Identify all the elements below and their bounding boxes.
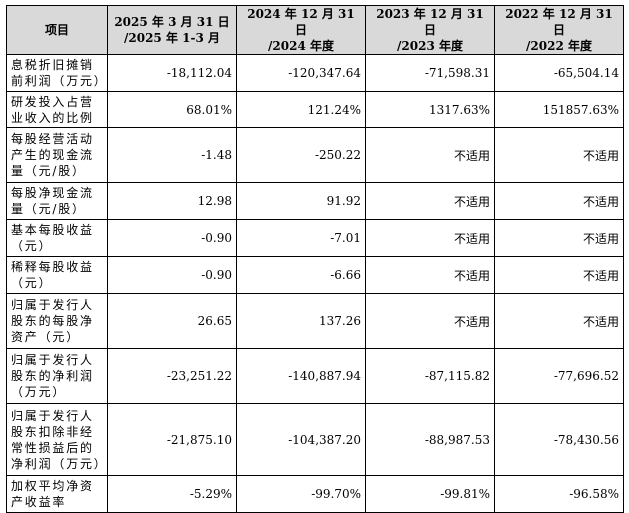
- cell-value: 不适用: [494, 182, 624, 220]
- row-label: 稀释每股收益（元）: [6, 256, 108, 294]
- header-row: 项目 2025 年 3 月 31 日/2025 年 1-3 月 2024 年 1…: [6, 5, 624, 55]
- cell-value: 12.98: [107, 182, 237, 220]
- header-line: /2022 年度: [526, 39, 592, 53]
- table-row: 基本每股收益（元） -0.90 -7.01 不适用 不适用: [6, 219, 624, 257]
- header-2025q1: 2025 年 3 月 31 日/2025 年 1-3 月: [107, 5, 237, 55]
- cell-value: 不适用: [494, 293, 624, 349]
- table-row: 息税折旧摊销前利润（万元） -18,112.04 -120,347.64 -71…: [6, 54, 624, 92]
- cell-value: 不适用: [365, 293, 495, 349]
- header-line: /2024 年度: [268, 39, 334, 53]
- cell-value: 121.24%: [236, 91, 366, 128]
- cell-value: -140,887.94: [236, 348, 366, 404]
- cell-value: -87,115.82: [365, 348, 495, 404]
- table-row: 研发投入占营业收入的比例 68.01% 121.24% 1317.63% 151…: [6, 91, 624, 128]
- cell-value: -5.29%: [107, 475, 237, 513]
- header-line: 2024 年 12 月 31 日: [247, 7, 355, 37]
- table-row: 归属于发行人股东的净利润（万元） -23,251.22 -140,887.94 …: [6, 348, 624, 404]
- cell-value: -77,696.52: [494, 348, 624, 404]
- header-2022: 2022 年 12 月 31 日/2022 年度: [494, 5, 624, 55]
- cell-value: -120,347.64: [236, 54, 366, 92]
- cell-value: -88,987.53: [365, 403, 495, 476]
- table-row: 每股净现金流量（元/股） 12.98 91.92 不适用 不适用: [6, 182, 624, 220]
- cell-value: 不适用: [365, 127, 495, 183]
- cell-value: 151857.63%: [494, 91, 624, 128]
- table-row: 每股经营活动产生的现金流量（元/股） -1.48 -250.22 不适用 不适用: [6, 127, 624, 183]
- cell-value: 不适用: [494, 127, 624, 183]
- cell-value: -78,430.56: [494, 403, 624, 476]
- header-line: 2025 年 3 月 31 日: [114, 15, 230, 29]
- cell-value: -7.01: [236, 219, 366, 257]
- row-label: 息税折旧摊销前利润（万元）: [6, 54, 108, 92]
- cell-value: 1317.63%: [365, 91, 495, 128]
- cell-value: -96.58%: [494, 475, 624, 513]
- header-line: 项目: [44, 23, 69, 37]
- cell-value: -99.81%: [365, 475, 495, 513]
- cell-value: -65,504.14: [494, 54, 624, 92]
- row-label: 归属于发行人股东的净利润（万元）: [6, 348, 108, 404]
- header-line: /2025 年 1-3 月: [124, 31, 220, 45]
- cell-value: -104,387.20: [236, 403, 366, 476]
- cell-value: 不适用: [365, 219, 495, 257]
- cell-value: -21,875.10: [107, 403, 237, 476]
- cell-value: 不适用: [365, 182, 495, 220]
- row-label: 归属于发行人股东的每股净资产（元）: [6, 293, 108, 349]
- row-label: 归属于发行人股东扣除非经常性损益后的净利润（万元）: [6, 403, 108, 476]
- row-label: 研发投入占营业收入的比例: [6, 91, 108, 128]
- table-row: 加权平均净资产收益率 -5.29% -99.70% -99.81% -96.58…: [6, 475, 624, 513]
- cell-value: 26.65: [107, 293, 237, 349]
- cell-value: -0.90: [107, 219, 237, 257]
- financial-indicators-table: 项目 2025 年 3 月 31 日/2025 年 1-3 月 2024 年 1…: [6, 5, 624, 513]
- cell-value: 不适用: [365, 256, 495, 294]
- header-line: 2023 年 12 月 31 日: [376, 7, 484, 37]
- row-label: 基本每股收益（元）: [6, 219, 108, 257]
- cell-value: -99.70%: [236, 475, 366, 513]
- cell-value: -250.22: [236, 127, 366, 183]
- row-label: 每股净现金流量（元/股）: [6, 182, 108, 220]
- cell-value: 不适用: [494, 219, 624, 257]
- header-2024: 2024 年 12 月 31 日/2024 年度: [236, 5, 366, 55]
- header-item: 项目: [6, 5, 108, 55]
- cell-value: -23,251.22: [107, 348, 237, 404]
- cell-value: 68.01%: [107, 91, 237, 128]
- table-row: 稀释每股收益（元） -0.90 -6.66 不适用 不适用: [6, 256, 624, 294]
- cell-value: 不适用: [494, 256, 624, 294]
- table-row: 归属于发行人股东扣除非经常性损益后的净利润（万元） -21,875.10 -10…: [6, 403, 624, 476]
- header-2023: 2023 年 12 月 31 日/2023 年度: [365, 5, 495, 55]
- cell-value: -6.66: [236, 256, 366, 294]
- cell-value: 91.92: [236, 182, 366, 220]
- cell-value: -18,112.04: [107, 54, 237, 92]
- row-label: 加权平均净资产收益率: [6, 475, 108, 513]
- cell-value: -71,598.31: [365, 54, 495, 92]
- header-line: 2022 年 12 月 31 日: [505, 7, 613, 37]
- cell-value: -1.48: [107, 127, 237, 183]
- row-label: 每股经营活动产生的现金流量（元/股）: [6, 127, 108, 183]
- cell-value: -0.90: [107, 256, 237, 294]
- cell-value: 137.26: [236, 293, 366, 349]
- header-line: /2023 年度: [397, 39, 463, 53]
- table-row: 归属于发行人股东的每股净资产（元） 26.65 137.26 不适用 不适用: [6, 293, 624, 349]
